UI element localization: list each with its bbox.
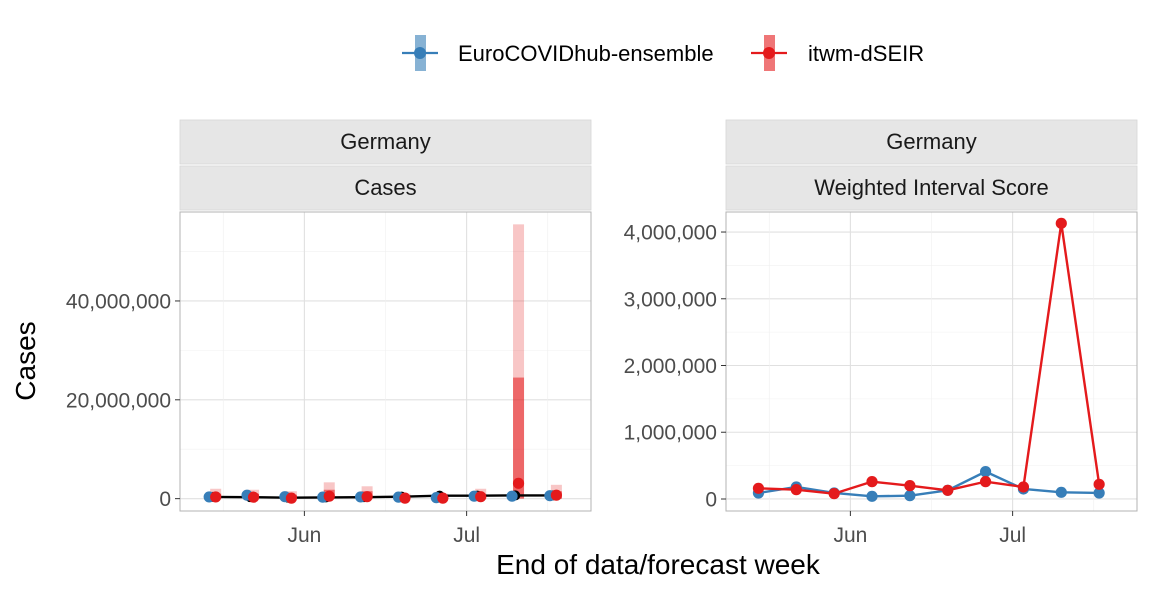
series-point-itwm-dseir: [475, 491, 487, 503]
series-point-itwm-dseir: [550, 489, 562, 501]
y-tick-label: 20,000,000: [66, 389, 171, 412]
series-point-itwm-dseir: [512, 477, 525, 489]
series-line-eurocovidhub-ensemble: [758, 470, 1100, 498]
series-point-eurocovidhub-ensemble: [1055, 486, 1067, 498]
y-tick-label: 0: [159, 488, 171, 511]
observed-line: [212, 494, 554, 499]
x-tick-label: Jul: [999, 524, 1026, 547]
series-point-itwm-dseir: [1017, 481, 1030, 493]
strip-bottom: [179, 165, 592, 211]
y-tick-label: 4,000,000: [624, 222, 717, 245]
strip-top-label: Germany: [886, 129, 976, 154]
series-point-eurocovidhub-ensemble: [1093, 487, 1105, 499]
plot-area: 0 20,000,000 40,000,000 Jun Jul: [66, 211, 592, 547]
y-axis-title: Cases: [10, 321, 41, 400]
series-point-itwm-dseir: [247, 491, 260, 503]
legend-label-itwm: itwm-dSEIR: [808, 41, 924, 66]
series-point-itwm-dseir: [752, 482, 765, 494]
y-tick-label: 0: [705, 488, 717, 511]
series-point-eurocovidhub-ensemble: [866, 490, 878, 502]
legend-key-itwm: [751, 35, 787, 71]
series-point-itwm-dseir: [1093, 478, 1105, 490]
strip-top: [725, 119, 1138, 165]
series-point-itwm-dseir: [904, 480, 916, 492]
y-tick-label: 2,000,000: [624, 355, 717, 378]
x-tick-label: Jun: [833, 524, 867, 547]
panel-wis: Germany Weighted Interval Score 0 1,000,0…: [624, 119, 1138, 547]
series-point-itwm-dseir: [1055, 217, 1067, 229]
panel-cases: Germany Cases 0 20,000,000 40,000,000 Jun Ju…: [66, 119, 592, 547]
series-point-itwm-dseir: [866, 476, 878, 488]
series-point-itwm-dseir: [323, 490, 335, 502]
plot-area: 0 1,000,000 2,000,000 3,000,000 4,000,000 Jun…: [624, 211, 1138, 547]
y-tick-label: 1,000,000: [624, 422, 717, 445]
y-tick-label: 3,000,000: [624, 288, 717, 311]
strip-bottom-label: Cases: [354, 175, 416, 200]
series-point-eurocovidhub-ensemble: [904, 490, 916, 502]
interval-outer-bar: [513, 224, 525, 499]
x-axis-title: End of data/forecast week: [496, 549, 821, 580]
x-tick-label: Jun: [287, 524, 321, 547]
interval-inner-bar: [513, 377, 525, 499]
x-tick-label: Jul: [453, 524, 480, 547]
strip-top: [179, 119, 592, 165]
series-line-itwm-dseir: [758, 222, 1101, 495]
series-point-itwm-dseir: [942, 484, 954, 496]
legend-key-ensemble: [402, 35, 438, 71]
strip-bottom: [725, 165, 1138, 211]
legend-label-ensemble: EuroCOVIDhub-ensemble: [458, 41, 714, 66]
series-point-eurocovidhub-ensemble: [506, 490, 518, 502]
series-point-itwm-dseir: [361, 491, 373, 503]
series-point-itwm-dseir: [790, 484, 802, 496]
series-point-itwm-dseir: [828, 488, 840, 500]
strip-top-label: Germany: [340, 129, 430, 154]
series-point-itwm-dseir: [210, 491, 222, 503]
strip-bottom-label: Weighted Interval Score: [814, 175, 1048, 200]
y-tick-label: 40,000,000: [66, 290, 171, 313]
legend: EuroCOVIDhub-ensemble itwm-dSEIR: [402, 35, 924, 71]
series-point-itwm-dseir: [979, 476, 992, 488]
series-point-eurocovidhub-ensemble: [979, 466, 992, 478]
series-point-itwm-dseir: [437, 492, 449, 504]
series-point-itwm-dseir: [399, 492, 411, 504]
series-point-itwm-dseir: [285, 492, 298, 504]
